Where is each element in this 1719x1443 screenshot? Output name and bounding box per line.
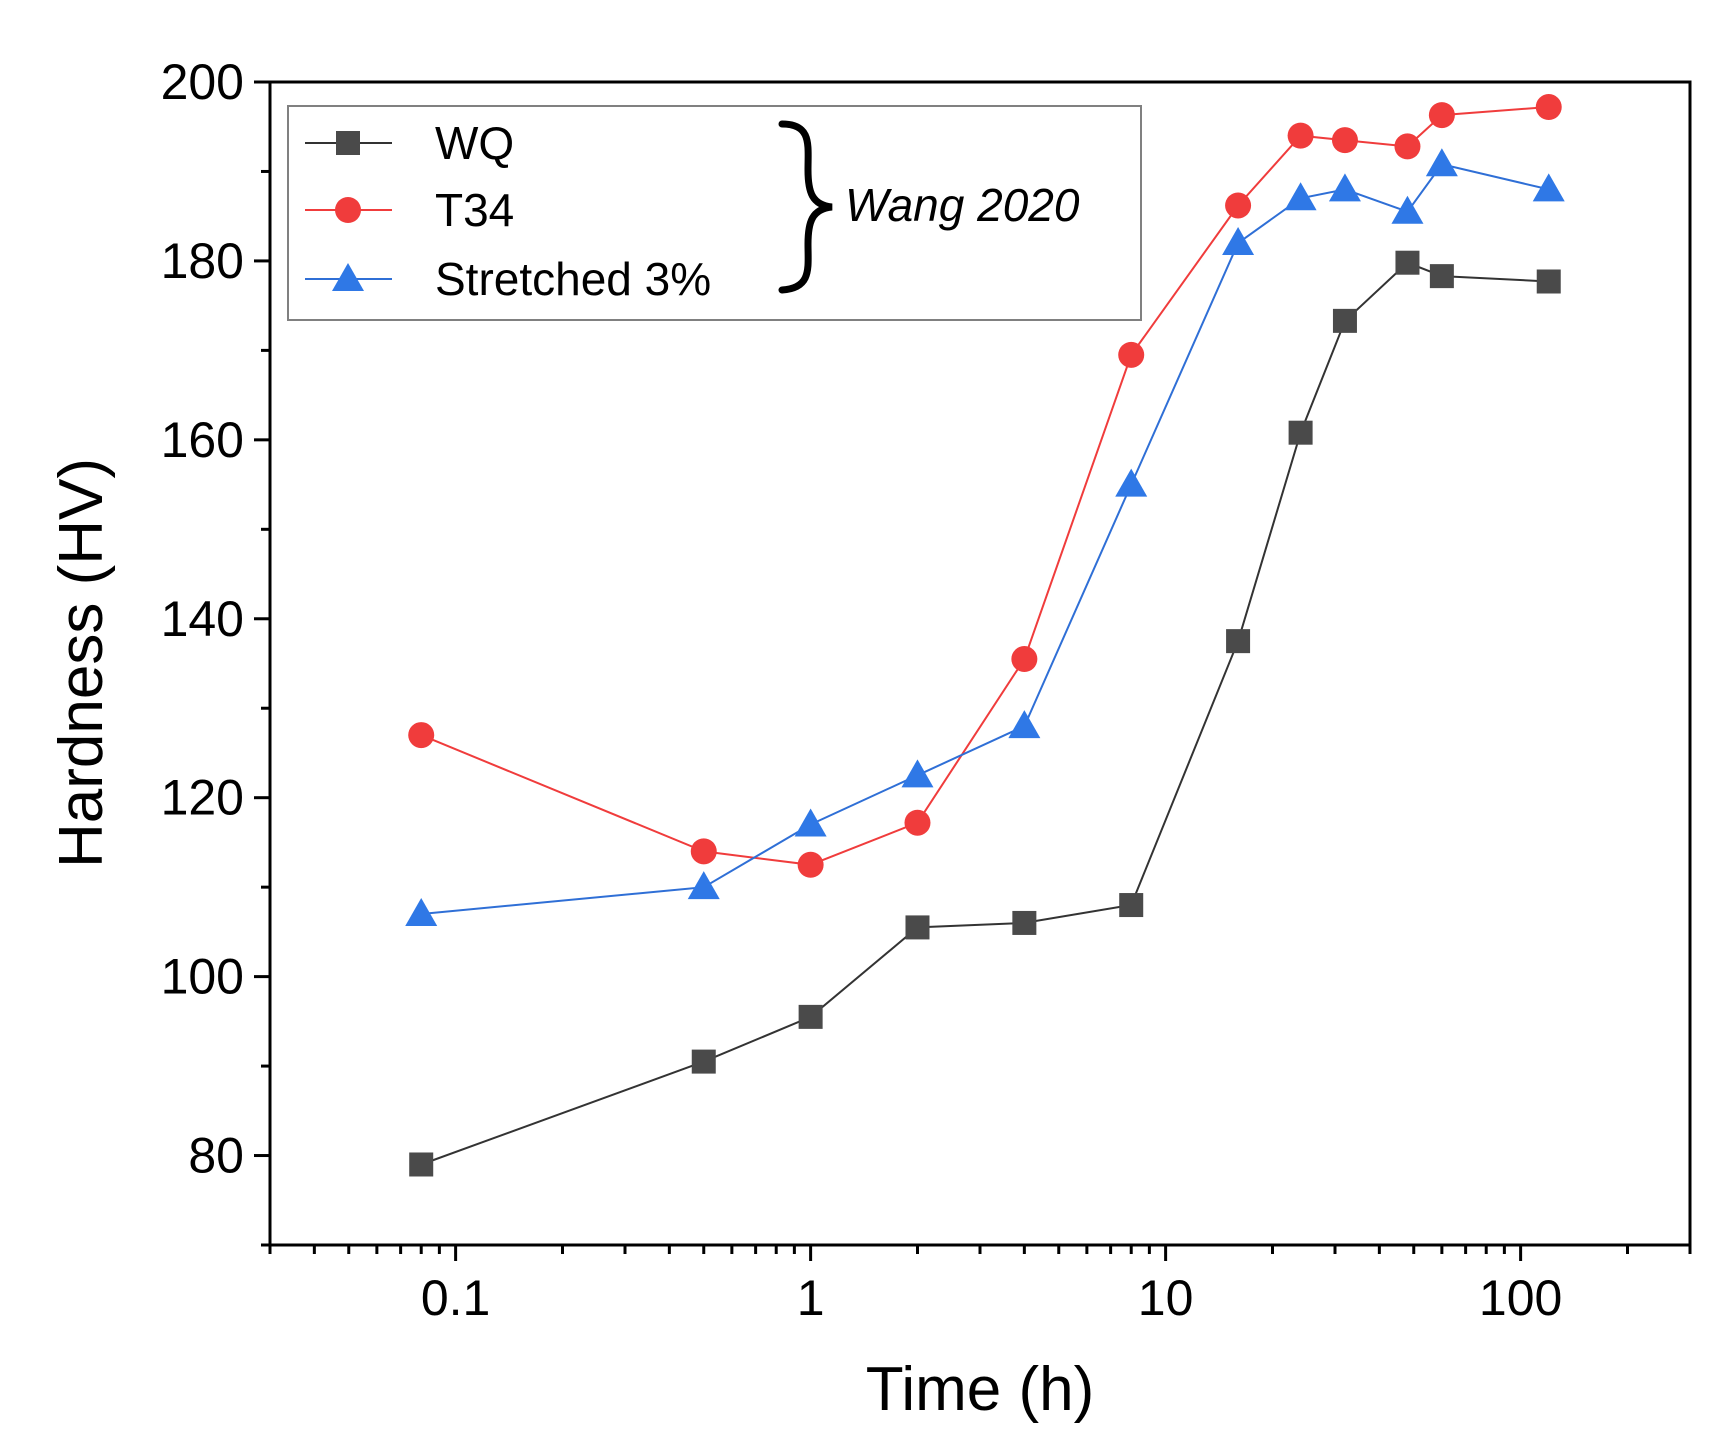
y-tick-label: 180 <box>161 233 244 289</box>
legend: WQ T34 Stretched 3% Wang 2020 <box>287 105 1142 321</box>
data-point-stretched-3 <box>1115 468 1148 497</box>
data-point-stretched-3 <box>687 871 720 900</box>
data-point-t34 <box>1394 133 1421 160</box>
data-point-wq <box>1536 269 1561 294</box>
data-point-t34 <box>1118 341 1145 368</box>
data-point-t34 <box>1331 127 1358 154</box>
data-point-wq <box>1012 910 1037 935</box>
y-tick-label: 160 <box>161 412 244 468</box>
data-point-wq <box>798 1004 823 1029</box>
y-tick-label: 200 <box>161 54 244 110</box>
data-point-t34 <box>1287 122 1314 149</box>
legend-marker-wq <box>336 131 360 155</box>
legend-label-t34: T34 <box>435 184 514 236</box>
y-axis-title: Hardness (HV) <box>47 458 116 868</box>
x-tick-label: 1 <box>797 1270 825 1326</box>
legend-marker-stretched-3 <box>332 263 364 291</box>
legend-label-wq: WQ <box>435 117 514 169</box>
data-point-wq <box>905 915 930 940</box>
data-point-stretched-3 <box>1008 710 1041 739</box>
y-tick-label: 120 <box>161 770 244 826</box>
data-point-t34 <box>904 809 931 836</box>
legend-box <box>287 105 1142 321</box>
legend-label-stretched-3: Stretched 3% <box>435 253 711 305</box>
x-tick-label: 10 <box>1138 1270 1194 1326</box>
data-point-t34 <box>1225 192 1252 219</box>
data-point-wq <box>1395 250 1420 275</box>
data-point-stretched-3 <box>901 759 934 788</box>
data-point-stretched-3 <box>1284 182 1317 211</box>
data-point-wq <box>691 1049 716 1074</box>
data-point-t34 <box>1011 646 1038 673</box>
y-tick-label: 140 <box>161 591 244 647</box>
data-point-t34 <box>408 722 435 749</box>
data-point-stretched-3 <box>794 808 827 837</box>
y-tick-label: 100 <box>161 949 244 1005</box>
data-point-stretched-3 <box>405 897 438 926</box>
legend-reference: Wang 2020 <box>845 179 1080 231</box>
series-line-stretched-3 <box>421 163 1549 915</box>
data-point-t34 <box>1535 94 1562 121</box>
data-point-wq <box>1429 264 1454 289</box>
data-point-stretched-3 <box>1222 227 1255 256</box>
data-point-t34 <box>690 838 717 865</box>
x-axis-title: Time (h) <box>866 1355 1094 1424</box>
x-tick-label: 100 <box>1479 1270 1562 1326</box>
legend-marker-t34 <box>335 197 361 223</box>
data-point-wq <box>1288 420 1313 445</box>
x-tick-label: 0.1 <box>421 1270 491 1326</box>
data-point-wq <box>1226 629 1251 654</box>
data-point-stretched-3 <box>1391 195 1424 224</box>
series-markers <box>405 94 1565 1177</box>
axis-ticks: 80 100 120 140 160 180 200 0.1 1 10 100 <box>161 54 1692 1326</box>
series-line-wq <box>420 261 1549 1166</box>
data-point-t34 <box>1428 102 1455 129</box>
data-point-wq <box>1119 893 1144 918</box>
legend-entries: WQ T34 Stretched 3% <box>305 117 711 305</box>
data-point-t34 <box>797 851 824 878</box>
data-point-wq <box>409 1152 434 1177</box>
data-point-stretched-3 <box>1425 148 1458 177</box>
curly-brace-icon <box>778 120 833 294</box>
data-point-wq <box>1332 308 1357 333</box>
data-point-stretched-3 <box>1532 173 1565 202</box>
y-tick-label: 80 <box>188 1128 244 1184</box>
data-point-stretched-3 <box>1328 173 1361 202</box>
